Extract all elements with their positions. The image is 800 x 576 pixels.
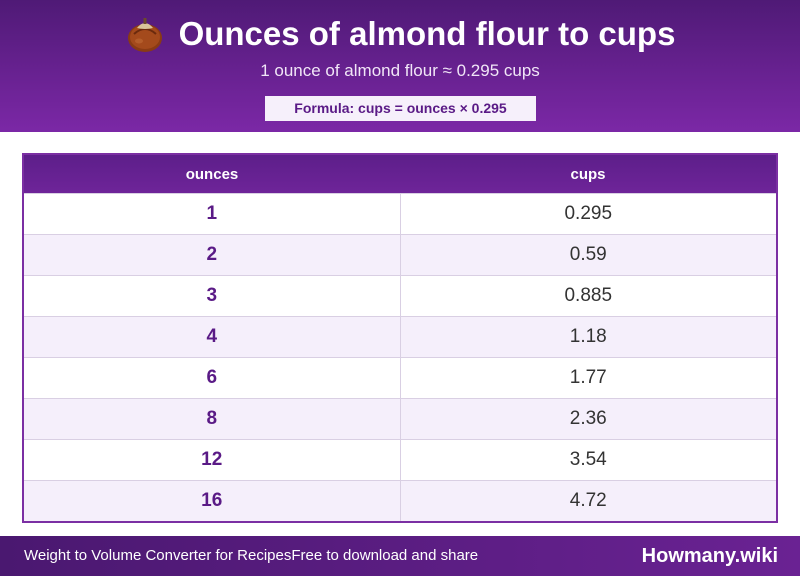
table-row: 12 3.54 [24, 439, 776, 481]
cups-cell: 1.77 [400, 357, 776, 399]
footer-caption: Weight to Volume Converter for Recipes Fr… [24, 536, 478, 576]
table-row: 1 0.295 [24, 193, 776, 235]
column-header-ounces: ounces [24, 155, 400, 194]
formula-box: Formula: cups = ounces × 0.295 [265, 96, 536, 121]
ounces-cell: 1 [24, 193, 401, 235]
cups-cell: 3.54 [400, 439, 776, 481]
table-row: 16 4.72 [24, 480, 776, 521]
column-header-cups: cups [400, 155, 776, 194]
table-row: 4 1.18 [24, 316, 776, 358]
brand-logo-text[interactable]: Howmany.wiki [641, 545, 778, 567]
ounces-cell: 2 [24, 234, 401, 276]
ounces-cell: 8 [24, 398, 401, 440]
ounces-cell: 4 [24, 316, 401, 358]
conversion-table-container: ounces cups 1 0.295 2 0.59 3 0.885 4 1.1… [22, 153, 778, 523]
cups-cell: 0.295 [400, 193, 776, 235]
page-title: Ounces of almond flour to cups [178, 15, 676, 52]
footer-bar: Weight to Volume Converter for Recipes Fr… [0, 536, 800, 576]
footer-share-note: Free to download and share [291, 547, 479, 564]
ounces-cell: 12 [24, 439, 401, 481]
footer-tagline: Weight to Volume Converter for Recipes [24, 547, 292, 564]
ounces-cell: 6 [24, 357, 401, 399]
header-banner: Ounces of almond flour to cups 1 ounce o… [0, 0, 800, 132]
ounces-cell: 3 [24, 275, 401, 317]
cups-cell: 4.72 [400, 480, 776, 521]
table-row: 8 2.36 [24, 398, 776, 440]
table-row: 3 0.885 [24, 275, 776, 317]
table-row: 2 0.59 [24, 234, 776, 276]
conversion-subtitle: 1 ounce of almond flour ≈ 0.295 cups [260, 61, 540, 80]
cups-cell: 1.18 [400, 316, 776, 358]
ounces-cell: 16 [24, 480, 401, 521]
conversion-table: ounces cups 1 0.295 2 0.59 3 0.885 4 1.1… [24, 155, 776, 521]
table-header-row: ounces cups [24, 155, 776, 194]
cups-cell: 0.59 [400, 234, 776, 276]
cups-cell: 0.885 [400, 275, 776, 317]
chestnut-icon [125, 14, 165, 54]
table-row: 6 1.77 [24, 357, 776, 399]
page-title-row: Ounces of almond flour to cups [0, 14, 800, 54]
cups-cell: 2.36 [400, 398, 776, 440]
